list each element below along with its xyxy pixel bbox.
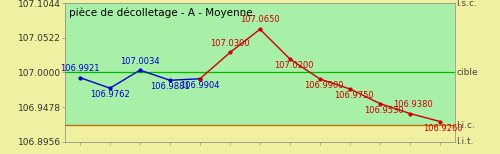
Text: 106.9881: 106.9881 <box>150 82 190 91</box>
Text: 106.9762: 106.9762 <box>90 90 130 99</box>
Bar <box>65 3 455 126</box>
Text: 106.9921: 106.9921 <box>60 65 100 73</box>
Text: cible: cible <box>456 68 478 77</box>
Text: 106.9530: 106.9530 <box>364 106 404 115</box>
Text: 107.0650: 107.0650 <box>240 15 280 24</box>
Text: 106.9380: 106.9380 <box>393 100 432 109</box>
Text: 106.9750: 106.9750 <box>334 91 374 100</box>
Text: 106.9900: 106.9900 <box>304 81 344 90</box>
Text: 107.0300: 107.0300 <box>210 39 250 48</box>
Text: 106.9260: 106.9260 <box>423 124 463 133</box>
Text: pièce de décolletage - A - Moyenne: pièce de décolletage - A - Moyenne <box>69 7 252 18</box>
Text: 107.0034: 107.0034 <box>120 57 160 66</box>
Text: 107.0200: 107.0200 <box>274 61 314 70</box>
Text: 106.9904: 106.9904 <box>180 81 220 90</box>
Text: l.i.c.: l.i.c. <box>456 121 475 130</box>
Text: l.i.t.: l.i.t. <box>456 137 473 146</box>
Text: l.s.c.: l.s.c. <box>456 0 477 8</box>
